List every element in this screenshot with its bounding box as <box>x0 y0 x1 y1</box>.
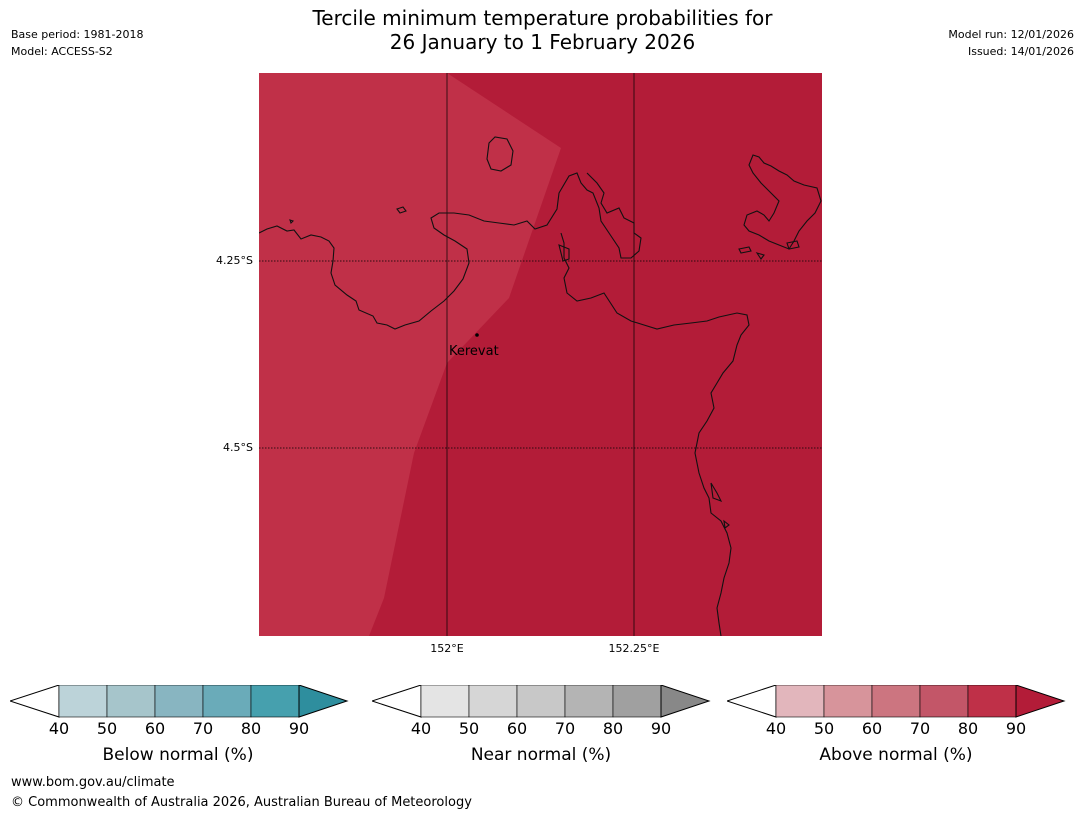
kerevat-label: Kerevat <box>449 344 499 359</box>
lat-label-4-5: 4.5°S <box>223 441 253 454</box>
colorbar-below <box>10 685 349 718</box>
tick-below-60: 60 <box>144 719 166 738</box>
title-line-2: 26 January to 1 February 2026 <box>389 30 696 54</box>
tick-near-50: 50 <box>458 719 480 738</box>
colorbar-above-title: Above normal (%) <box>819 745 973 765</box>
tick-near-60: 60 <box>506 719 528 738</box>
tick-above-80: 80 <box>957 719 979 738</box>
lon-label-152-25: 152.25°E <box>608 642 660 655</box>
kerevat-marker <box>475 333 479 337</box>
tick-near-80: 80 <box>602 719 624 738</box>
colorbar-near <box>372 685 711 718</box>
tick-below-90: 90 <box>288 719 310 738</box>
tick-above-90: 90 <box>1005 719 1027 738</box>
lon-label-152: 152°E <box>430 642 464 655</box>
tick-above-40: 40 <box>765 719 787 738</box>
probability-map: Kerevat <box>259 73 822 636</box>
tick-below-50: 50 <box>96 719 118 738</box>
tick-below-40: 40 <box>48 719 70 738</box>
colorbar-above <box>727 685 1066 718</box>
header-right: Model run: 12/01/2026 Issued: 14/01/2026 <box>948 26 1074 60</box>
title-line-1: Tercile minimum temperature probabilitie… <box>312 6 773 30</box>
tick-above-50: 50 <box>813 719 835 738</box>
tick-above-60: 60 <box>861 719 883 738</box>
tick-above-70: 70 <box>909 719 931 738</box>
issued-date: Issued: 14/01/2026 <box>967 45 1074 58</box>
model-run: Model run: 12/01/2026 <box>948 28 1074 41</box>
colorbar-near-title: Near normal (%) <box>470 745 612 765</box>
base-period: Base period: 1981-2018 <box>11 28 144 41</box>
tick-near-90: 90 <box>650 719 672 738</box>
tick-near-70: 70 <box>554 719 576 738</box>
map-title: Tercile minimum temperature probabilitie… <box>0 6 1085 54</box>
footer-url[interactable]: www.bom.gov.au/climate <box>11 775 175 790</box>
model-name: Model: ACCESS-S2 <box>11 45 113 58</box>
header-left: Base period: 1981-2018 Model: ACCESS-S2 <box>11 26 143 60</box>
colorbar-below-title: Below normal (%) <box>102 745 254 765</box>
coastline <box>259 136 822 636</box>
region-above-80 <box>259 73 561 636</box>
lat-label-4-25: 4.25°S <box>216 254 253 267</box>
tick-below-80: 80 <box>240 719 262 738</box>
tick-below-70: 70 <box>192 719 214 738</box>
footer-copyright: © Commonwealth of Australia 2026, Austra… <box>11 795 472 810</box>
tick-near-40: 40 <box>410 719 432 738</box>
